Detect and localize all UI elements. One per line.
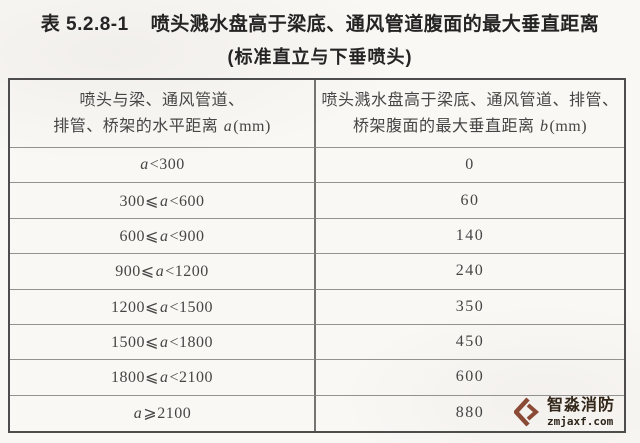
value-cell: 600 [316,360,624,396]
distance-table: 喷头与梁、通风管道、 排管、桥架的水平距离 a(mm) 喷头溅水盘高于梁底、通风… [8,78,626,433]
value-cell: 350 [316,290,624,325]
value-cell: 880 [455,404,485,422]
range-cell: 300⩽a<600 [10,183,316,219]
table-caption: 表 5.2.8-1 喷头溅水盘高于梁底、通风管道腹面的最大垂直距离 [0,9,640,36]
watermark-website: zmjaxf.com [547,414,614,428]
header-line: 桥架腹面的最大垂直距离 b(mm) [352,117,588,135]
range-cell: 1800⩽a<2100 [10,360,316,396]
watermark-text: 智淼消防 zmjaxf.com [547,396,616,428]
watermark: 智淼消防 zmjaxf.com [514,396,615,428]
value-cell: 240 [316,254,624,290]
range-cell: a<300 [10,148,316,184]
header-vertical-distance: 喷头溅水盘高于梁底、通风管道、排管、 桥架腹面的最大垂直距离 b(mm) [316,80,624,148]
range-cell: a⩾2100 [10,395,316,431]
value-cell: 0 [316,148,624,184]
table-subtitle: (标准直立与下垂喷头) [227,47,413,67]
header-horizontal-distance: 喷头与梁、通风管道、 排管、桥架的水平距离 a(mm) [10,80,316,148]
value-cell: 60 [316,183,624,219]
value-cell: 140 [316,219,624,255]
range-cell: 1200⩽a<1500 [10,289,316,325]
header-line: 喷头与梁、通风管道、 [79,91,245,109]
value-cell: 450 [316,325,624,361]
watermark-brand-name: 智淼消防 [547,396,616,414]
table-title-text: 喷头溅水盘高于梁底、通风管道腹面的最大垂直距离 [150,14,600,35]
header-line: 排管、桥架的水平距离 a(mm) [53,117,271,135]
zhimiao-logo-icon [514,397,540,427]
range-cell: 600⩽a<900 [10,218,316,255]
range-cell: 900⩽a<1200 [10,254,316,290]
variable-a: a [223,117,233,135]
range-cell: 1500⩽a<1800 [10,324,316,361]
table-number: 表 5.2.8-1 [40,14,129,35]
variable-b: b [539,117,549,135]
header-line: 喷头溅水盘高于梁底、通风管道、排管、 [321,91,619,109]
